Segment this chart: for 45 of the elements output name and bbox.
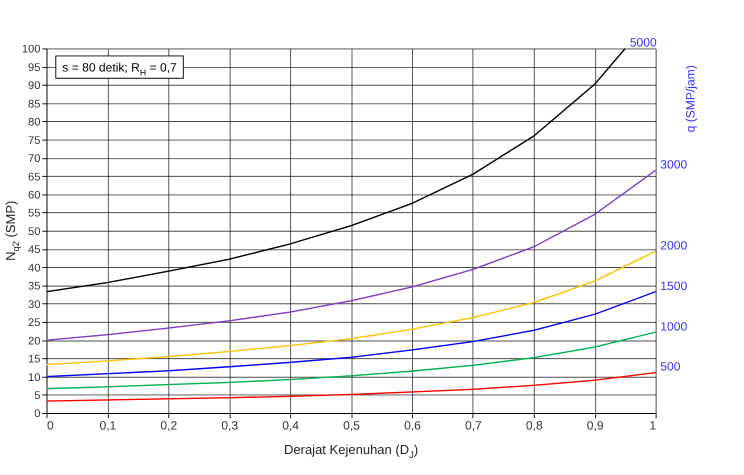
y-tick-label: 5 — [34, 390, 40, 402]
x-tick-label: 0,6 — [404, 418, 422, 432]
y-tick-label: 40 — [28, 262, 40, 274]
y-tick-label: 80 — [28, 116, 40, 129]
series-label: 1000 — [660, 319, 688, 334]
y-tick-label: 10 — [28, 372, 40, 384]
line-series — [46, 331, 656, 390]
x-tick-label: 0,7 — [464, 418, 482, 432]
y-tick-label: 45 — [28, 244, 40, 256]
y-tick-label: 0 — [34, 408, 40, 420]
y-tick-label: 55 — [28, 208, 40, 220]
y-tick-label: 30 — [28, 298, 40, 311]
x-tick-label: 0 — [46, 418, 54, 432]
line-series — [46, 290, 656, 378]
x-tick-label: 0,5 — [343, 418, 360, 432]
y-tick-label: 25 — [28, 317, 40, 330]
y-axis-title: Nq2 (SMP) — [2, 200, 21, 261]
x-tick-label: 0,1 — [99, 418, 117, 432]
y-tick-label: 95 — [28, 62, 40, 74]
x-tick-label: 0,4 — [282, 418, 300, 432]
y-tick-label: 90 — [28, 80, 40, 92]
y-tick-label: 60 — [28, 190, 40, 202]
x-tick-label: 1 — [649, 418, 656, 432]
y-tick-label: 65 — [28, 171, 40, 184]
y2-axis-title: q (SMP/jam) — [684, 65, 698, 132]
line-series — [46, 250, 656, 366]
x-tick-label: 0,2 — [160, 418, 178, 432]
x-tick-label: 0,9 — [586, 418, 604, 432]
y-tick-label: 35 — [28, 280, 40, 293]
y-tick-label: 50 — [28, 226, 40, 238]
line-series — [46, 372, 656, 402]
y-tick-label: 20 — [28, 335, 40, 348]
x-tick-label: 0,8 — [526, 418, 543, 432]
y-tick-label: 85 — [28, 98, 40, 110]
series-label: 500 — [660, 360, 681, 374]
series-label: 3000 — [660, 157, 688, 172]
series-label: 5000 — [630, 36, 657, 50]
x-tick-label: 0,3 — [221, 418, 238, 432]
series-label: 2000 — [660, 238, 688, 252]
y-tick-label: 100 — [22, 44, 40, 56]
line-series — [46, 170, 656, 341]
y-tick-label: 15 — [28, 354, 40, 366]
series-label: 1500 — [660, 278, 688, 293]
y-tick-label: 75 — [28, 134, 40, 147]
y-tick-label: 70 — [28, 153, 40, 166]
